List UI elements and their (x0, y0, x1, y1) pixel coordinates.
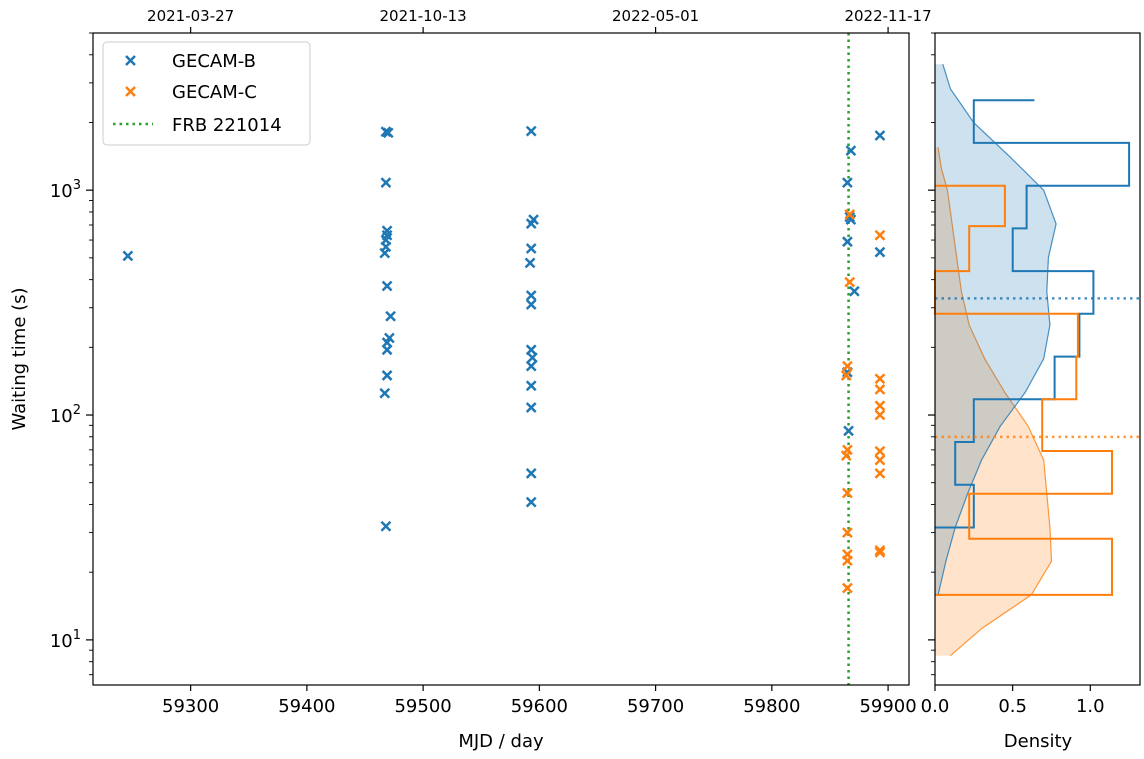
legend: GECAM-B GECAM-C FRB 221014 (102, 41, 311, 146)
kde-line-gecam-c (937, 147, 1053, 657)
point-gecam-c (844, 209, 856, 220)
x-tick-label: 59600 (511, 696, 568, 717)
point-gecam-b (525, 243, 537, 254)
point-gecam-b (525, 380, 537, 392)
point-gecam-b (122, 250, 134, 262)
point-gecam-b (525, 402, 537, 413)
legend-label-gecam-c: GECAM-C (172, 82, 257, 103)
density-tick-label: 1.0 (1076, 696, 1105, 717)
point-gecam-c (842, 487, 853, 499)
legend-item-gecam-c: GECAM-C (125, 82, 257, 103)
point-gecam-b (382, 127, 394, 139)
density-y-ticks (928, 32, 935, 676)
point-gecam-b (874, 130, 886, 141)
point-gecam-b (842, 177, 853, 189)
top-tick-label: 2021-03-27 (147, 7, 234, 25)
point-gecam-b (525, 218, 537, 229)
x-tick-label: 59400 (278, 696, 335, 717)
legend-item-gecam-b: GECAM-B (125, 51, 256, 72)
density-tick-label: 0.0 (921, 696, 950, 717)
legend-box (102, 41, 311, 146)
point-gecam-c (874, 545, 886, 556)
histogram-gecam-c (934, 184, 1113, 596)
point-gecam-b (380, 520, 392, 532)
density-frame (934, 32, 1141, 686)
point-gecam-c (874, 468, 886, 479)
point-gecam-b (874, 246, 886, 258)
y-tick-label: 101 (50, 628, 81, 652)
point-gecam-c (840, 370, 852, 381)
point-gecam-b (527, 352, 538, 364)
point-gecam-b (379, 387, 391, 399)
point-gecam-b (843, 425, 854, 437)
legend-marker-gecam-c (125, 86, 136, 97)
scatter-panel: 59300 59400 59500 59600 59700 59800 59900 2021… (9, 7, 932, 752)
y-tick-exponent: 2 (73, 403, 81, 418)
histogram-gecam-b (935, 99, 1131, 529)
point-gecam-c (874, 454, 886, 466)
legend-item-frb: FRB 221014 (113, 115, 282, 136)
x-tick-label: 59800 (743, 696, 800, 717)
point-gecam-b (381, 344, 393, 356)
point-gecam-b (380, 177, 392, 189)
point-gecam-c (842, 360, 853, 372)
point-gecam-c (874, 373, 886, 385)
y-axis-label: Waiting time (s) (9, 287, 30, 430)
histogram-layer (934, 99, 1131, 596)
point-gecam-b (525, 125, 537, 137)
point-gecam-c (874, 400, 886, 412)
point-gecam-b (525, 496, 537, 508)
scatter-frame (92, 32, 910, 686)
x-axis-ticks: 59300 59400 59500 59600 59700 59800 59900 (162, 685, 917, 717)
top-tick-label: 2021-10-13 (380, 7, 467, 25)
density-x-ticks: 0.0 0.5 1.0 (921, 685, 1105, 717)
point-gecam-b (381, 370, 393, 381)
top-tick-label: 2022-05-01 (612, 7, 699, 25)
density-panel: 0.0 0.5 1.0 Density (921, 32, 1141, 752)
x-axis-label: MJD / day (458, 731, 544, 752)
point-gecam-b (379, 247, 391, 259)
y-tick-exponent: 3 (73, 178, 81, 193)
point-gecam-b (524, 257, 536, 269)
point-gecam-b (385, 310, 396, 322)
point-gecam-c (840, 450, 852, 461)
x-tick-label: 59500 (394, 696, 451, 717)
point-gecam-c (874, 445, 886, 457)
point-gecam-c (842, 582, 853, 594)
point-gecam-b (525, 290, 537, 301)
x-tick-label: 59700 (627, 696, 684, 717)
y-tick-exponent: 1 (73, 628, 81, 643)
top-tick-label: 2022-11-17 (844, 7, 931, 25)
point-gecam-b (381, 280, 393, 292)
scatter-points-layer (122, 125, 886, 594)
legend-label-gecam-b: GECAM-B (172, 51, 256, 72)
x-tick-label: 59900 (859, 696, 916, 717)
y-tick-label: 103 (50, 178, 81, 202)
point-gecam-b (842, 236, 853, 248)
density-x-axis-label: Density (1004, 731, 1073, 752)
point-gecam-c (874, 384, 886, 395)
y-axis-ticks: 101 102 103 (50, 32, 93, 676)
kde-line-gecam-b (937, 64, 1057, 596)
top-axis-ticks: 2021-03-27 2021-10-13 2022-05-01 2022-11-17 (147, 7, 932, 33)
legend-marker-gecam-b (125, 55, 136, 66)
point-gecam-b (525, 468, 537, 479)
x-tick-label: 59300 (162, 696, 219, 717)
point-gecam-c (874, 229, 886, 241)
point-gecam-c (874, 409, 886, 421)
point-gecam-b (845, 145, 857, 156)
kde-fill-gecam-c (935, 147, 1052, 656)
point-gecam-b (525, 360, 537, 372)
point-gecam-b (525, 299, 537, 310)
point-gecam-b (848, 285, 860, 297)
point-gecam-c (874, 546, 886, 558)
legend-label-frb: FRB 221014 (172, 115, 282, 136)
median-lines-layer (935, 297, 1140, 439)
point-gecam-c (842, 527, 853, 538)
point-gecam-c (842, 555, 853, 567)
density-tick-label: 0.5 (998, 696, 1027, 717)
point-gecam-c (844, 276, 856, 288)
y-tick-label: 102 (50, 403, 81, 427)
